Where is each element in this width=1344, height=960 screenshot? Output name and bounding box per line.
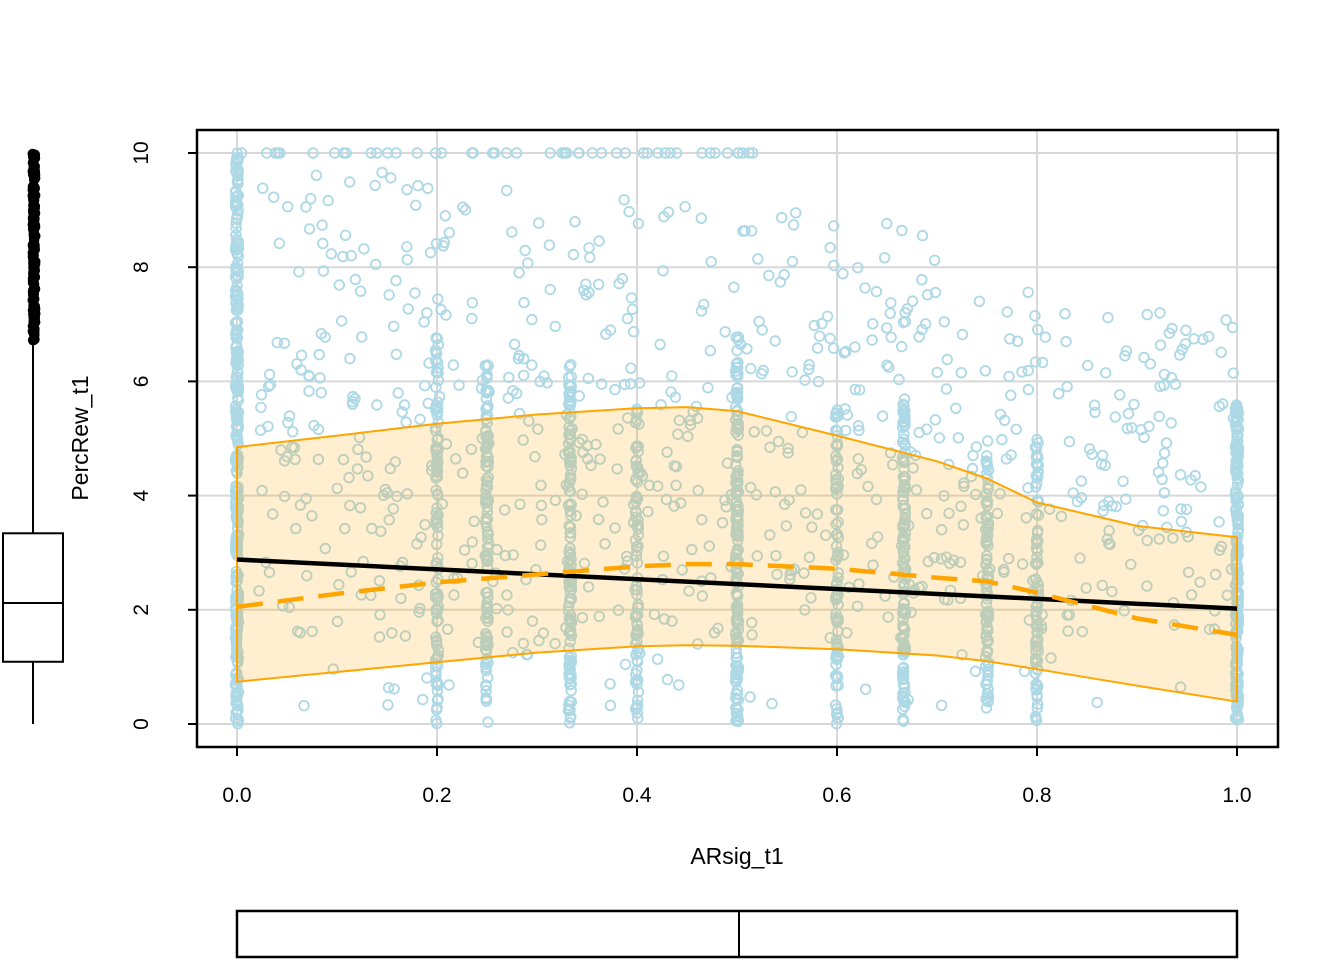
y-tick-label: 0	[130, 718, 153, 730]
plot-frame	[195, 128, 1280, 749]
x-marginal-boxplot	[235, 909, 1239, 959]
y-axis: 0 2 4 6 8 10	[130, 141, 197, 730]
x-tick-label: 0.4	[622, 784, 652, 807]
x-axis-label: ARsig_t1	[690, 843, 783, 869]
y-tick-label: 4	[130, 489, 153, 501]
x-tick-label: 0.8	[1022, 784, 1051, 807]
y-axis-label: PercRew_t1	[67, 375, 93, 500]
x-tick-label: 1.0	[1222, 784, 1251, 807]
fit-lines	[236, 557, 1238, 638]
y-tick-label: 8	[130, 261, 153, 273]
y-tick-label: 2	[130, 604, 153, 616]
x-tick-label: 0.0	[222, 784, 251, 807]
y-marginal-boxplot	[2, 148, 64, 724]
y-tick-label: 6	[130, 376, 153, 388]
x-axis: 0.0 0.2 0.4 0.6 0.8 1.0	[222, 747, 1252, 807]
y-tick-label: 10	[130, 141, 153, 164]
confidence-band	[236, 406, 1238, 703]
x-tick-label: 0.2	[422, 784, 451, 807]
x-tick-label: 0.6	[822, 784, 851, 807]
